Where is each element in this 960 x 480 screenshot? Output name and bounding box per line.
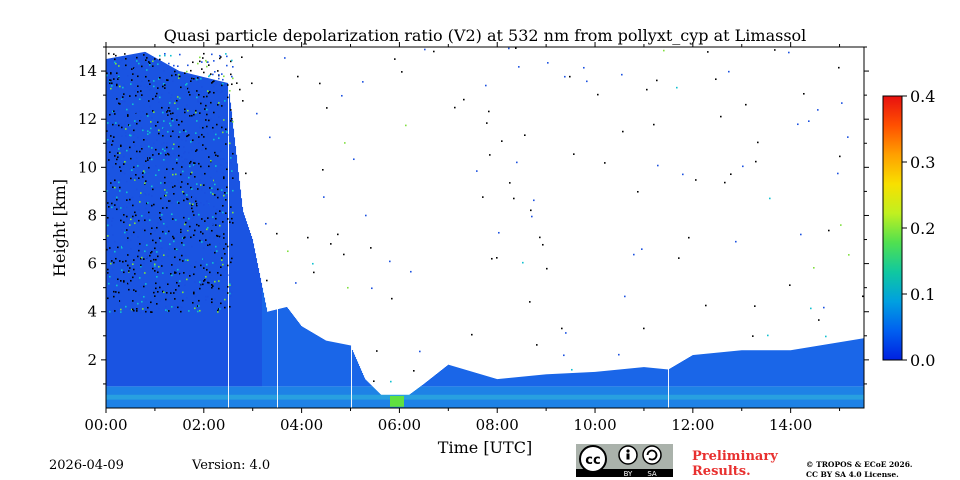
y-tick-label: 14 — [78, 62, 97, 80]
x-tick-label: 14:00 — [769, 416, 812, 434]
x-tick-label: 04:00 — [280, 416, 323, 434]
colorbar-ticks: 0.0 0.1 0.2 0.3 0.4 — [902, 87, 935, 370]
version-value: 4.0 — [249, 458, 271, 473]
y-axis-label: Height [km] — [50, 179, 69, 277]
y-tick-label: 10 — [78, 158, 97, 176]
colorbar — [882, 95, 903, 361]
y-axis: 2 4 6 8 10 12 14 — [78, 46, 869, 385]
noise-speckle-layer — [106, 47, 864, 383]
x-tick-label: 02:00 — [182, 416, 225, 434]
copyright-notice: © TROPOS & ECoE 2026. CC BY SA 4.0 Licen… — [806, 460, 913, 480]
x-tick-label: 08:00 — [476, 416, 519, 434]
x-tick-label: 06:00 — [378, 416, 421, 434]
preliminary-line-1: Preliminary — [692, 449, 778, 464]
preliminary-notice: Preliminary Results. — [692, 449, 778, 479]
colorbar-tick-label: 0.1 — [910, 285, 935, 304]
colorbar-tick-label: 0.3 — [910, 153, 935, 172]
share-alike-icon — [642, 445, 662, 465]
copyright-line-1: © TROPOS & ECoE 2026. — [806, 460, 913, 469]
x-tick-label: 12:00 — [671, 416, 714, 434]
y-tick-label: 6 — [87, 255, 97, 273]
cc-logo-icon — [579, 445, 607, 473]
y-tick-label: 8 — [87, 206, 97, 224]
x-axis-label: Time [UTC] — [438, 438, 532, 457]
plot-frame — [105, 46, 865, 409]
x-tick-label: 10:00 — [573, 416, 616, 434]
colorbar-tick-label: 0.0 — [910, 351, 935, 370]
y-tick-label: 4 — [87, 303, 97, 321]
x-axis: 00:00 02:00 04:00 06:00 08:00 10:00 12:00 14:00 — [84, 42, 841, 434]
heatmap-layer — [106, 51, 864, 408]
date-stamp: 2026-04-09 — [49, 458, 124, 473]
y-tick-label: 12 — [78, 110, 97, 128]
preliminary-line-2: Results. — [692, 464, 751, 479]
cc-logo-text: cc — [585, 453, 600, 468]
version-info: Version: 4.0 — [192, 458, 270, 473]
by-label: BY — [624, 470, 633, 477]
copyright-line-2: CC BY SA 4.0 License. — [806, 470, 899, 479]
cc-license-badge: cc BY SA — [576, 444, 673, 477]
colorbar-tick-label: 0.2 — [910, 219, 935, 238]
version-label: Version: — [192, 458, 246, 473]
sa-label: SA — [647, 470, 657, 477]
x-tick-label: 00:00 — [84, 416, 127, 434]
colorbar-tick-label: 0.4 — [910, 87, 935, 106]
y-tick-label: 2 — [87, 351, 97, 369]
chart-title: Quasi particle depolarization ratio (V2)… — [164, 26, 807, 45]
